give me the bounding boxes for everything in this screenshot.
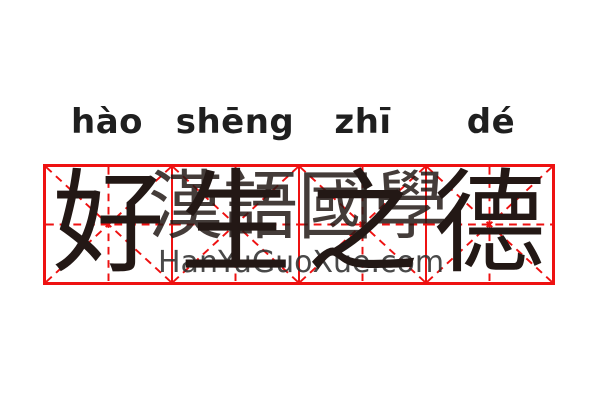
grid-cell-2: 生 [173,167,300,282]
mizige-guides-icon [46,167,171,282]
hanzi-character-4: 德 [433,162,546,287]
hanzi-character-1: 好 [52,162,165,287]
pinyin-syllable-3: zhī [334,102,392,142]
mizige-guides-icon [300,167,425,282]
mizige-guides-icon [427,167,552,282]
grid-cell-4: 德 [427,167,552,282]
hanzi-character-2: 生 [179,162,292,287]
pinyin-syllable-4: dé [466,102,516,142]
grid-cell-3: 之 [300,167,427,282]
pinyin-row: hào shēng zhī dé [43,100,555,144]
watermark-text: 漢語國學 [148,166,449,249]
mizige-guides-icon [173,167,298,282]
character-grid: 好 生 之 [43,164,555,285]
watermark-url: HanYuGuoXue.com [158,245,445,280]
pinyin-syllable-1: hào [70,102,143,142]
hanzi-character-3: 之 [306,162,419,287]
grid-cell-1: 好 [46,167,173,282]
pinyin-syllable-2: shēng [175,102,295,142]
